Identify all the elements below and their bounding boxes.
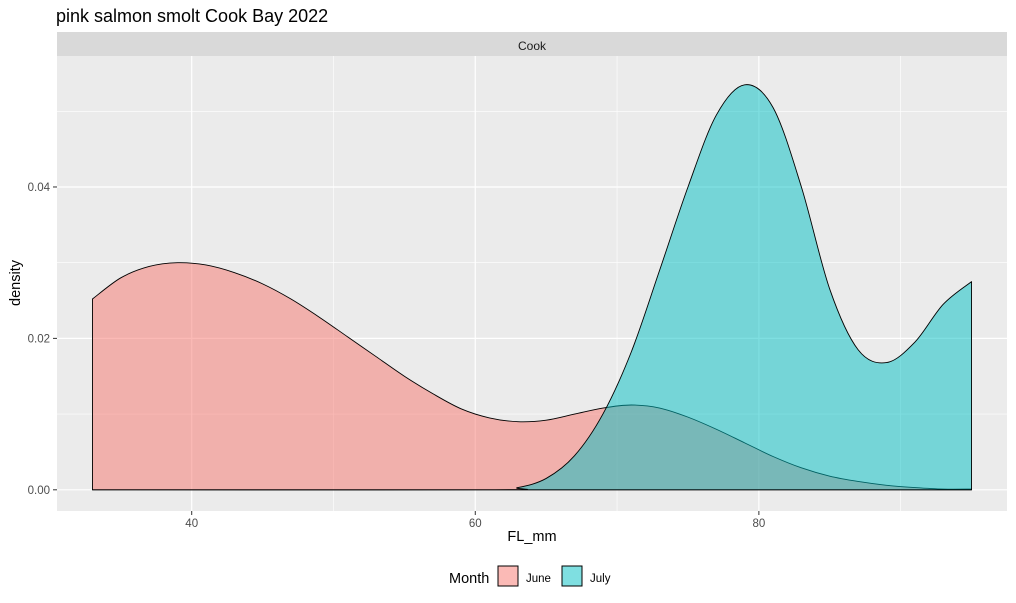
facet-label: Cook (518, 39, 547, 53)
y-tick-label: 0.02 (28, 333, 50, 345)
x-tick-label: 60 (469, 518, 482, 530)
axis-ticks: 40 60 80 0.00 0.02 0.04 (28, 182, 766, 530)
x-tick-label: 80 (752, 518, 765, 530)
facet-strip (57, 32, 1007, 56)
x-axis-title: FL_mm (507, 529, 556, 545)
chart-title: pink salmon smolt Cook Bay 2022 (56, 6, 328, 26)
density-areas (92, 84, 972, 491)
y-tick-label: 0.00 (28, 485, 50, 497)
legend-label-july: July (590, 573, 611, 585)
legend-title: Month (449, 571, 489, 587)
legend-swatch-july (561, 565, 583, 587)
legend-label-june: June (526, 573, 551, 585)
y-tick-label: 0.04 (28, 182, 51, 194)
density-area-july (92, 84, 972, 491)
legend: Month June July (449, 565, 611, 587)
y-axis-title: density (8, 259, 24, 306)
x-tick-label: 40 (185, 518, 198, 530)
legend-swatch-june (497, 565, 519, 587)
